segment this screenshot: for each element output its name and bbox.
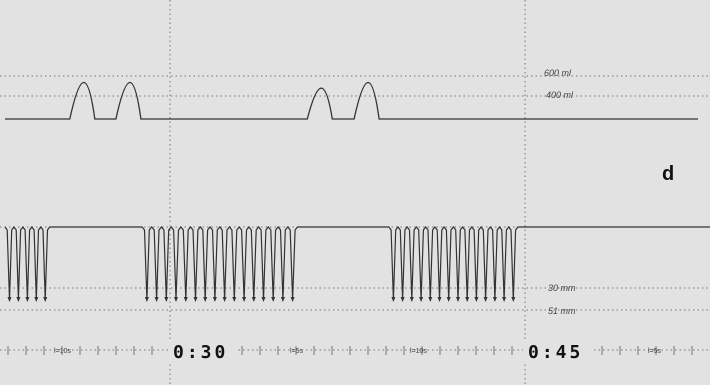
pressure-label-30: 30 mm: [548, 283, 576, 293]
time-label-bg-1: [168, 340, 238, 362]
volume-label-400: 400 ml: [546, 90, 574, 100]
volume-label-600: 600 ml: [544, 68, 572, 78]
pressure-trough-marker: [174, 297, 178, 302]
pressure-trough-marker: [290, 297, 295, 302]
pressure-trough-marker: [164, 297, 169, 302]
pressure-trough-marker: [25, 297, 30, 302]
pressure-trough-marker: [232, 297, 237, 302]
pressure-trough-marker: [212, 297, 217, 302]
pressure-trough-marker: [144, 297, 149, 302]
time-label-0-30: 0:30: [173, 342, 228, 363]
pressure-trace: [4, 225, 710, 301]
volume-trace: [5, 81, 698, 120]
tick-label-3: l=10s: [410, 348, 427, 355]
pressure-trough-marker: [428, 297, 433, 302]
pressure-trough-marker: [419, 297, 424, 302]
pressure-label-51: 51 mm: [548, 306, 576, 316]
pressure-trough-marker: [183, 297, 188, 302]
pressure-trough-marker: [7, 297, 12, 302]
time-label-bg-2: [523, 340, 593, 362]
time-label-0-45: 0:45: [528, 342, 583, 363]
pressure-trough-marker: [400, 297, 405, 302]
pressure-trough-marker: [251, 297, 256, 302]
pressure-trough-marker: [502, 297, 507, 302]
pressure-trough-marker: [222, 297, 227, 302]
chart-marks: [4, 81, 710, 302]
pressure-trough-marker: [474, 297, 479, 302]
tick-label-4: l=5s: [648, 348, 662, 355]
panel-label: d: [662, 163, 674, 185]
pressure-trough-marker: [154, 297, 159, 302]
pressure-trough-marker: [391, 297, 396, 302]
pressure-trough-marker: [34, 297, 39, 302]
pressure-trough-marker: [203, 297, 208, 302]
tick-label-2: l=5s: [290, 348, 304, 355]
tick-label-1: l=10s: [54, 348, 71, 355]
pressure-trough-marker: [261, 297, 266, 302]
pressure-trough-marker: [193, 297, 198, 302]
pressure-trough-marker: [409, 297, 414, 302]
pressure-trough-marker: [511, 297, 516, 302]
pressure-trough-marker: [437, 297, 442, 302]
pressure-trough-marker: [446, 297, 451, 302]
pressure-trough-marker: [492, 297, 497, 302]
pressure-trough-marker: [465, 297, 470, 302]
pressure-trough-marker: [456, 297, 460, 302]
pressure-trough-marker: [43, 297, 48, 302]
pressure-trough-marker: [271, 297, 276, 302]
pressure-trough-marker: [483, 297, 488, 302]
pressure-trough-marker: [280, 297, 285, 302]
pressure-trough-marker: [242, 297, 247, 302]
pressure-trough-marker: [16, 297, 21, 302]
